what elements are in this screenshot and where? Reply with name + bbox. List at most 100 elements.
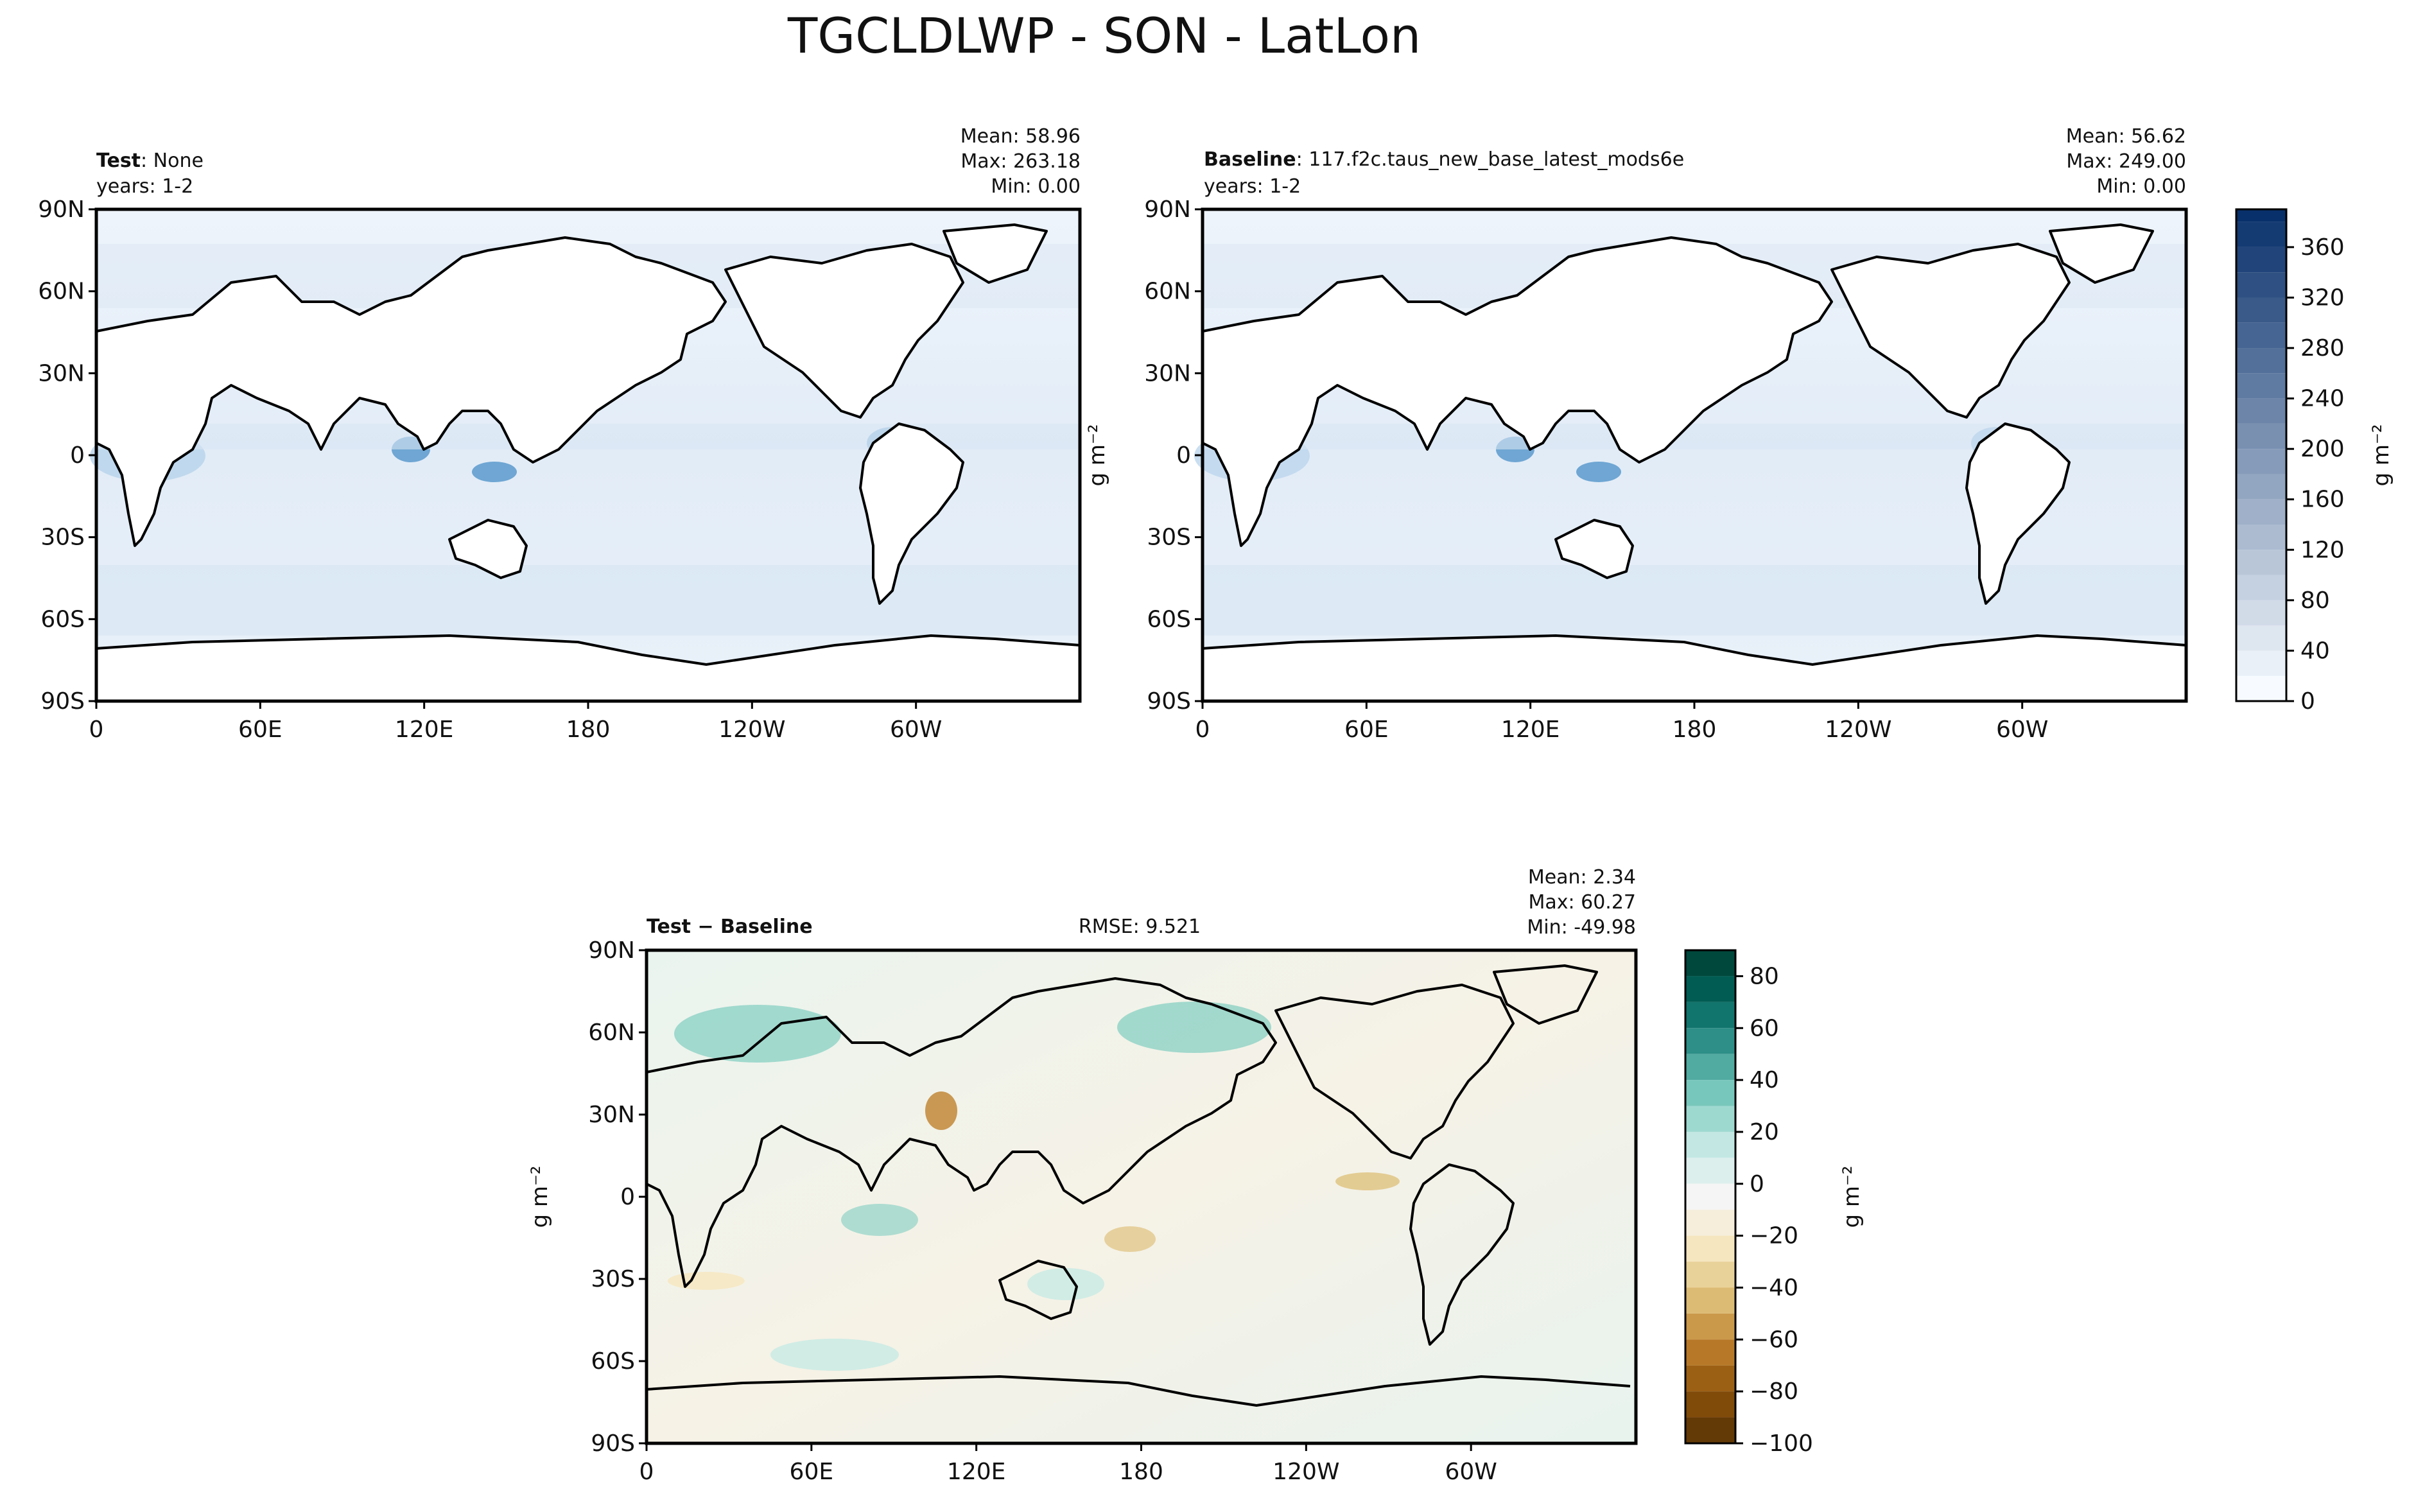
test-xtick-label: 120W (718, 717, 785, 743)
diff-coastlines (645, 964, 1631, 1407)
baseline-label: Baseline: 117.f2c.taus_new_base_latest_m… (1204, 148, 1684, 171)
coastline-south-america (859, 422, 964, 605)
baseline-ytick-label: 90S (1147, 688, 1191, 715)
coastline-south-america (1965, 422, 2071, 605)
baseline-colorbar-tick-label: 80 (2300, 587, 2330, 614)
baseline-label-rest: : 117.f2c.taus_new_base_latest_mods6e (1296, 148, 1685, 171)
baseline-years: years: 1-2 (1204, 175, 1301, 198)
diff-colorbar-segment (1685, 1339, 1735, 1366)
diff-colorbar-tick-label: −20 (1750, 1223, 1798, 1249)
diff-xtick-label: 60W (1445, 1459, 1497, 1485)
diff-xtick-label: 0 (639, 1459, 654, 1485)
baseline-field-band (1203, 565, 2186, 636)
diff-colorbar-tick-label: −80 (1750, 1378, 1798, 1405)
test-field-blob (472, 462, 517, 482)
baseline-colorbar-tick-label: 360 (2300, 234, 2345, 261)
diff-colorbar-tick-label: 40 (1750, 1067, 1779, 1093)
test-label-bold: Test (96, 150, 141, 172)
baseline-colorbar-segment (2236, 449, 2286, 474)
baseline-colorbar-segment (2236, 575, 2286, 600)
test-years: years: 1-2 (96, 175, 193, 198)
coastline-australia (1554, 519, 1634, 579)
diff-colorbar-label: g m⁻² (1839, 1165, 1864, 1228)
coastline-greenland (1493, 964, 1598, 1025)
baseline-colorbar-tick-label: 280 (2300, 335, 2345, 361)
diff-colorbar-tick-label: 20 (1750, 1119, 1779, 1145)
baseline-field-blob (1576, 462, 1621, 482)
baseline-xtick-label: 180 (1673, 717, 1717, 743)
diff-stat-max: Max: 60.27 (1528, 891, 1636, 914)
baseline-x-ticks: 0 60E 120E 180 120W 60W (1195, 701, 2048, 743)
test-xtick-label: 120E (395, 717, 453, 743)
diff-field-negative (925, 1091, 957, 1130)
diff-colorbar-segment (1685, 1313, 1735, 1340)
diff-field-positive (674, 1005, 841, 1063)
diff-colorbar-segment (1685, 1028, 1735, 1054)
diff-map-field (668, 1002, 1400, 1371)
diff-colorbar-ticks: 80 60 40 20 0 −20 −40 −60 −80 −100 (1735, 963, 1813, 1457)
diff-colorbar-tick-label: 60 (1750, 1015, 1779, 1041)
baseline-colorbar-tick-label: 0 (2300, 688, 2315, 715)
diff-colorbar-segment (1685, 1417, 1735, 1443)
diff-x-ticks: 0 60E 120E 180 120W 60W (639, 1443, 1497, 1485)
test-ytick-label: 0 (70, 442, 85, 469)
diff-ytick-label: 30N (588, 1102, 635, 1128)
baseline-stat-mean: Mean: 56.62 (2066, 125, 2186, 148)
baseline-colorbar-segment (2236, 423, 2286, 449)
baseline-colorbar-segment (2236, 499, 2286, 525)
coastline-north-america (724, 243, 964, 419)
diff-colorbar-segment (1685, 1131, 1735, 1158)
baseline-colorbar (2236, 209, 2286, 701)
test-stat-min: Min: 0.00 (991, 175, 1081, 198)
diff-colorbar-tick-label: 0 (1750, 1171, 1764, 1197)
diff-colorbar-segment (1685, 1106, 1735, 1132)
baseline-colorbar-segment (2236, 373, 2286, 399)
baseline-y-units: g m⁻² (1084, 424, 1110, 486)
diff-field-negative (668, 1272, 745, 1290)
diff-field-negative (1335, 1172, 1400, 1190)
diff-stat-min: Min: -49.98 (1527, 916, 1636, 939)
coastline-north-america (1830, 243, 2071, 419)
diff-colorbar-segment (1685, 1262, 1735, 1288)
test-ytick-label: 90S (40, 688, 85, 715)
test-stat-mean: Mean: 58.96 (960, 125, 1081, 148)
diff-field-positive (1027, 1268, 1104, 1300)
baseline-colorbar-segment (2236, 348, 2286, 374)
diff-ytick-label: 60N (588, 1020, 635, 1046)
diff-colorbar-tick-label: −40 (1750, 1274, 1798, 1301)
coastline-antarctica (646, 1375, 1631, 1407)
baseline-ytick-label: 60N (1144, 279, 1191, 305)
coastline-africa-eurasia (645, 977, 1277, 1288)
test-label-rest: : None (141, 150, 204, 172)
diff-panel: Test − Baseline RMSE: 9.521 Mean: 2.34 M… (527, 866, 1864, 1485)
diff-xtick-label: 120W (1273, 1459, 1339, 1485)
diff-stat-mean: Mean: 2.34 (1528, 866, 1636, 889)
test-coastlines (95, 223, 1081, 702)
diff-rmse: RMSE: 9.521 (1079, 916, 1201, 938)
coastline-antarctica (95, 634, 1081, 702)
baseline-ytick-label: 30N (1144, 360, 1191, 387)
diff-ytick-label: 60S (591, 1348, 635, 1375)
coastline-africa-eurasia (95, 236, 727, 547)
diff-colorbar-segment (1685, 1365, 1735, 1392)
diff-colorbar-tick-label: 80 (1750, 963, 1779, 989)
diff-label: Test − Baseline (647, 916, 813, 938)
baseline-ytick-label: 30S (1147, 525, 1191, 551)
diff-colorbar-segment (1685, 950, 1735, 977)
baseline-xtick-label: 120W (1825, 717, 1891, 743)
diff-colorbar-segment (1685, 976, 1735, 1002)
baseline-stat-max: Max: 249.00 (2066, 150, 2186, 173)
coastline-africa-eurasia (1201, 236, 1833, 547)
baseline-colorbar-segment (2236, 272, 2286, 298)
coastline-greenland (943, 223, 1048, 284)
diff-xtick-label: 180 (1119, 1459, 1163, 1485)
coastline-north-america (1274, 984, 1515, 1160)
diff-ytick-label: 90S (591, 1430, 635, 1457)
figure-title: TGCLDLWP - SON - LatLon (787, 7, 1421, 64)
diff-field-positive (841, 1204, 918, 1236)
diff-colorbar-frame (1684, 949, 1737, 1445)
test-label: Test: None (96, 150, 204, 172)
diff-colorbar-segment (1685, 1158, 1735, 1184)
baseline-xtick-label: 60E (1344, 717, 1389, 743)
baseline-colorbar-segment (2236, 600, 2286, 626)
